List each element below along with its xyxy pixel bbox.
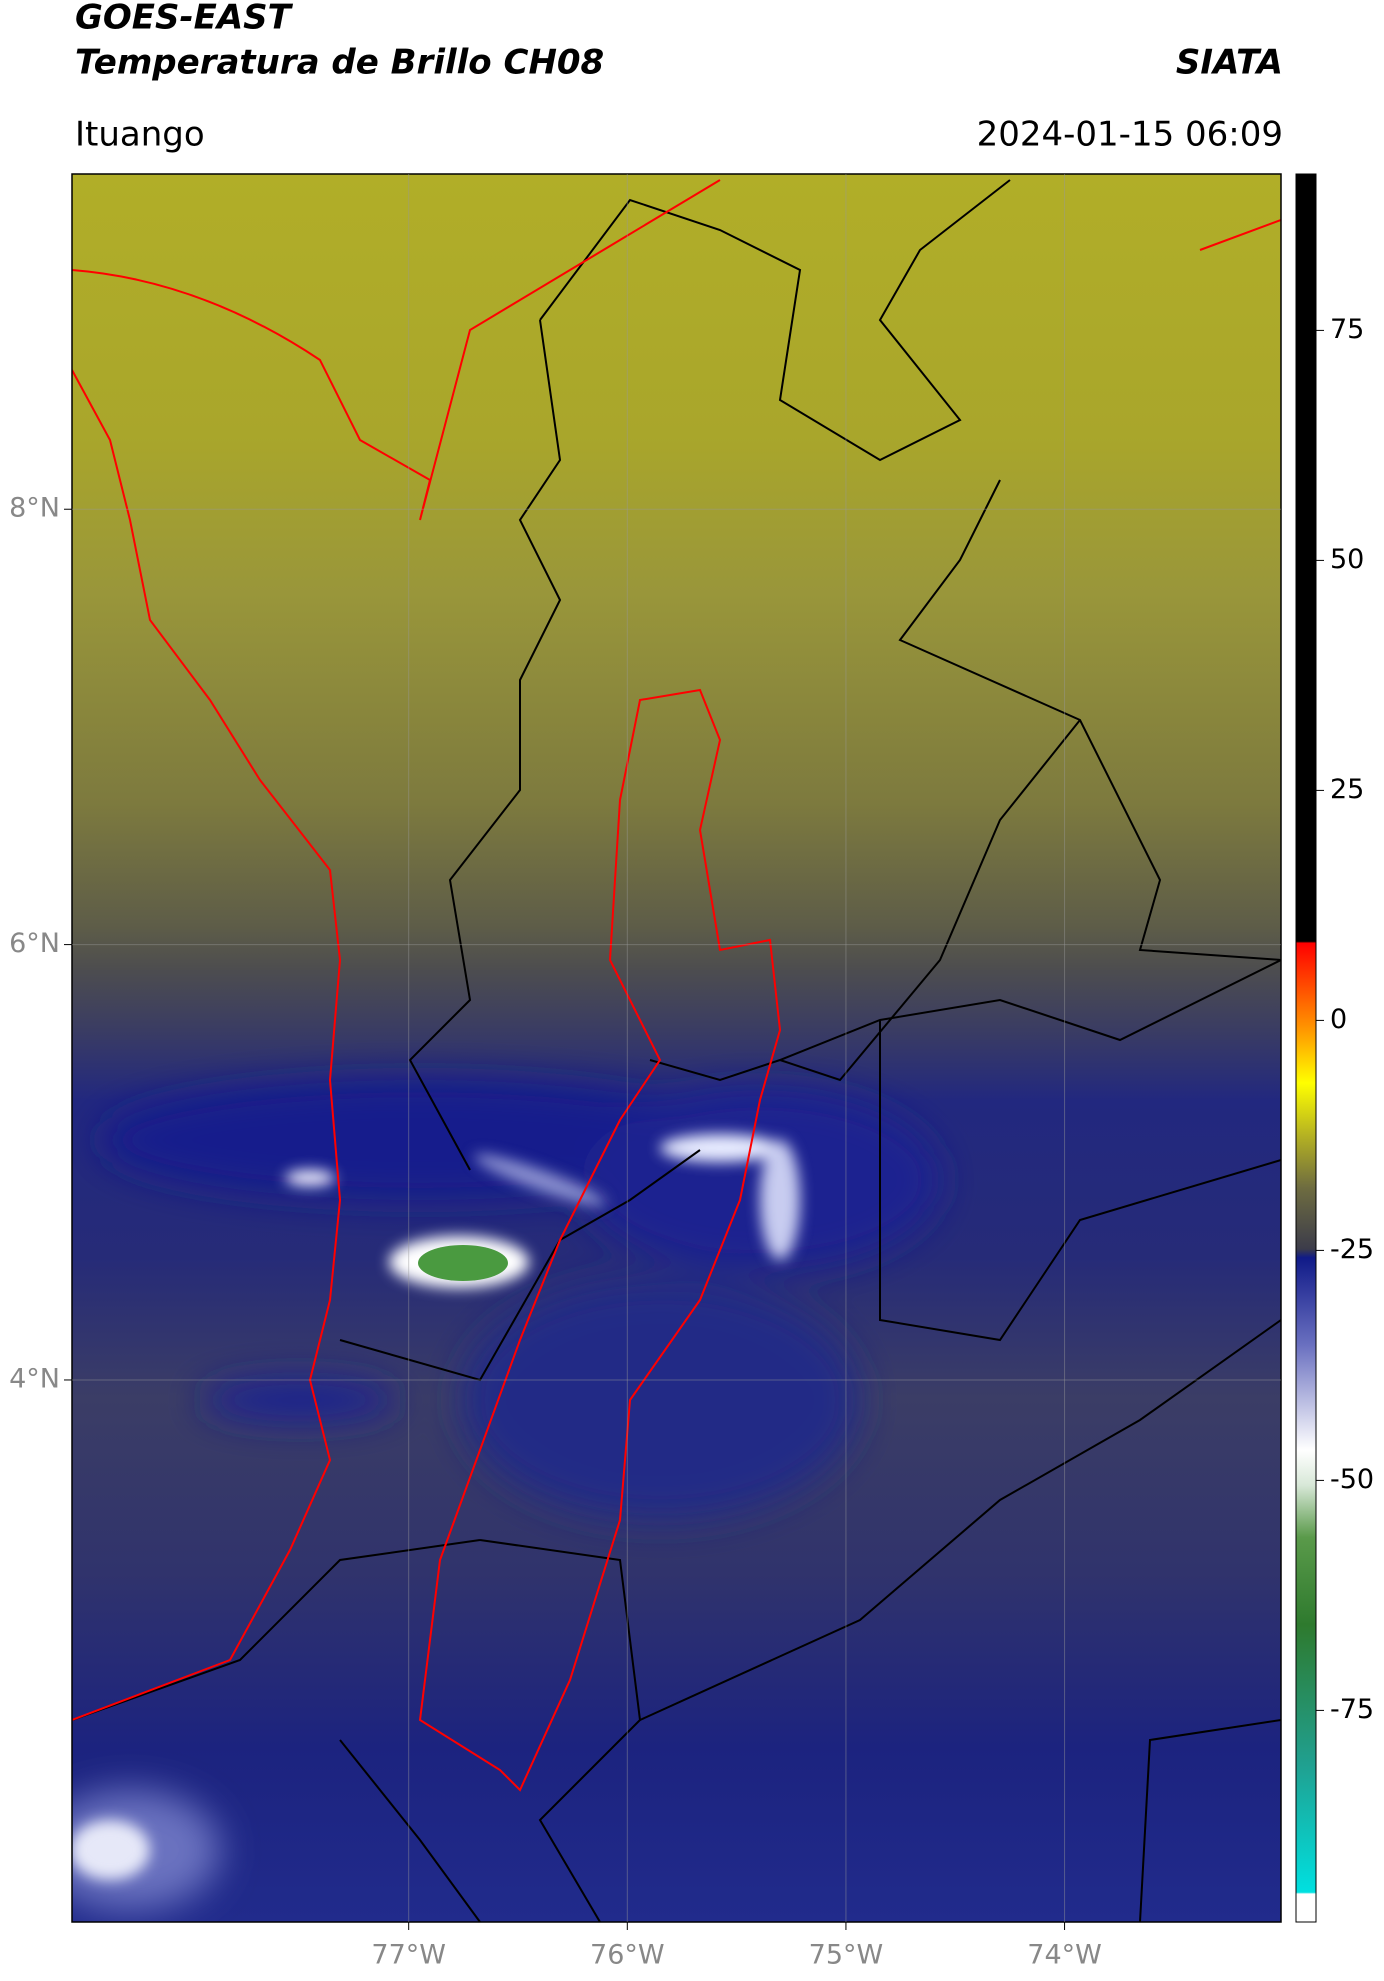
satellite: GOES-EAST [75, 0, 294, 38]
y-tick-label: 8°N [9, 493, 60, 524]
x-tick-label: 77°W [371, 1940, 446, 1971]
colorbar-tick-label: -75 [1330, 1694, 1374, 1725]
colorbar-tick-label: -25 [1330, 1234, 1374, 1265]
colorbar-tick-label: 25 [1330, 774, 1364, 805]
x-tick-label: 74°W [1027, 1940, 1102, 1971]
x-tick-label: 76°W [590, 1940, 665, 1971]
y-tick-label: 6°N [9, 928, 60, 959]
colorbar [1295, 173, 1317, 1923]
map-frame [71, 173, 1282, 1923]
satellite-image [72, 174, 1281, 1922]
datetime: 2024-01-15 06:09 [977, 115, 1283, 155]
x-tick-label: 75°W [809, 1940, 884, 1971]
colorbar-tick-label: 0 [1330, 1004, 1347, 1035]
institution: SIATA [1176, 43, 1283, 83]
region: Ituango [75, 115, 205, 155]
colorbar-tick-label: 75 [1330, 314, 1364, 345]
colorbar-tick-label: 50 [1330, 544, 1364, 575]
colorbar-tick-label: -50 [1330, 1464, 1374, 1495]
y-tick-label: 4°N [9, 1363, 60, 1394]
product: Temperatura de Brillo CH08 [75, 43, 604, 83]
